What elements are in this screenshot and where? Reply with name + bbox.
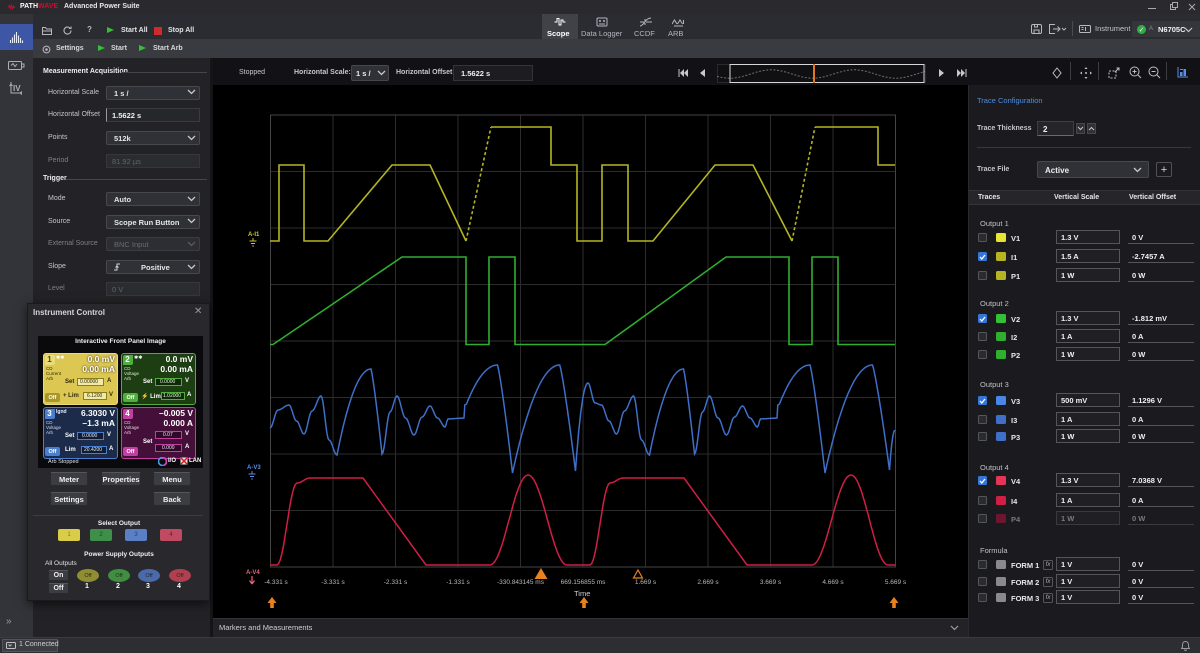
svg-text:A-V4: A-V4 bbox=[246, 570, 260, 576]
svg-text:A-V3: A-V3 bbox=[247, 465, 261, 471]
svg-text:A-I1: A-I1 bbox=[248, 232, 260, 238]
svg-text:IV: IV bbox=[13, 84, 21, 93]
